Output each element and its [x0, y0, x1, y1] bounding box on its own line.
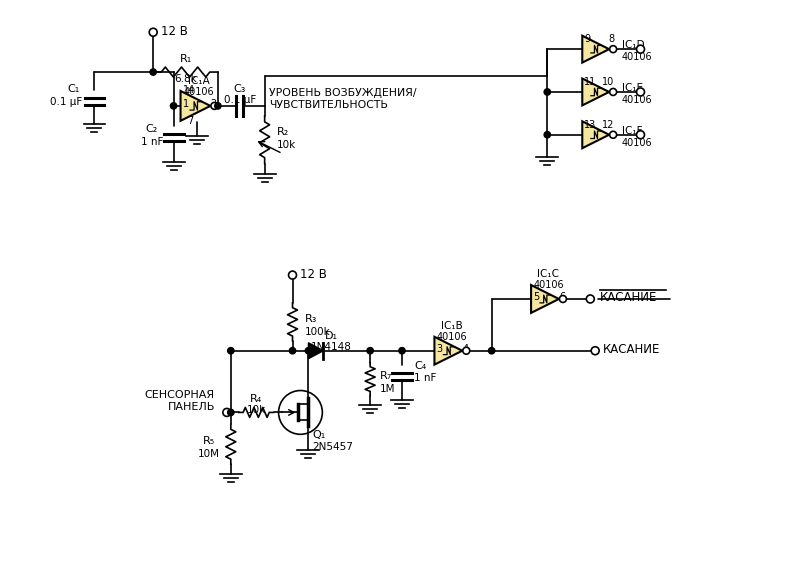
Text: IC₁D: IC₁D: [622, 40, 644, 50]
Text: 5: 5: [533, 292, 539, 302]
Polygon shape: [582, 36, 609, 62]
Text: 40106: 40106: [622, 95, 652, 105]
Text: 40106: 40106: [533, 280, 564, 290]
Text: IC₁C: IC₁C: [538, 269, 559, 279]
Circle shape: [367, 347, 374, 354]
Text: 12 В: 12 В: [301, 268, 327, 280]
Text: ЧУВСТВИТЕЛЬНОСТЬ: ЧУВСТВИТЕЛЬНОСТЬ: [269, 100, 387, 110]
Text: C₄: C₄: [414, 361, 426, 371]
Circle shape: [150, 28, 157, 36]
Text: R₄: R₄: [250, 395, 262, 405]
Circle shape: [544, 89, 550, 95]
Polygon shape: [309, 343, 323, 359]
Text: R₅: R₅: [203, 436, 215, 446]
Text: 13: 13: [584, 120, 597, 130]
Text: R₂: R₂: [277, 127, 289, 137]
Text: 9: 9: [584, 34, 590, 44]
Circle shape: [489, 347, 495, 354]
Text: R₇: R₇: [380, 371, 392, 381]
Circle shape: [223, 409, 231, 416]
Circle shape: [290, 347, 296, 354]
Text: D₁: D₁: [325, 331, 338, 341]
Text: 6: 6: [559, 292, 566, 302]
Circle shape: [559, 296, 566, 303]
Circle shape: [170, 103, 177, 109]
Text: 40106: 40106: [622, 138, 652, 147]
Circle shape: [586, 295, 594, 303]
Text: C₁: C₁: [67, 84, 80, 94]
Polygon shape: [531, 285, 559, 313]
Text: 1N4148: 1N4148: [311, 342, 352, 352]
Circle shape: [637, 88, 645, 96]
Text: 1 nF: 1 nF: [141, 136, 163, 147]
Circle shape: [214, 103, 221, 109]
Polygon shape: [582, 121, 609, 148]
Circle shape: [399, 347, 405, 354]
Text: 10M: 10M: [198, 449, 220, 459]
Text: 40106: 40106: [437, 332, 467, 342]
Text: 10: 10: [602, 77, 614, 87]
Circle shape: [228, 347, 234, 354]
Text: 3: 3: [437, 344, 442, 354]
Text: 0.1 μF: 0.1 μF: [50, 97, 82, 107]
Text: 2: 2: [210, 99, 217, 109]
Text: 8: 8: [609, 34, 614, 44]
Text: Q₁: Q₁: [313, 430, 326, 440]
Circle shape: [462, 347, 470, 354]
Text: C₂: C₂: [146, 124, 158, 134]
Text: 11: 11: [584, 77, 597, 87]
Text: КАСАНИЕ: КАСАНИЕ: [600, 292, 658, 304]
Text: C₃: C₃: [234, 84, 246, 94]
Polygon shape: [582, 79, 609, 106]
Text: 0.1 μF: 0.1 μF: [224, 95, 256, 105]
Circle shape: [211, 103, 218, 110]
Text: 1 nF: 1 nF: [414, 373, 436, 382]
Text: IC₁A: IC₁A: [188, 76, 210, 86]
Text: ПАНЕЛЬ: ПАНЕЛЬ: [167, 402, 215, 412]
Circle shape: [637, 45, 645, 53]
Text: 40106: 40106: [622, 52, 652, 62]
Circle shape: [610, 45, 617, 52]
Text: R₃: R₃: [305, 314, 317, 324]
Circle shape: [544, 132, 550, 138]
Text: 10k: 10k: [277, 140, 296, 150]
Text: 14: 14: [182, 85, 194, 95]
Circle shape: [610, 131, 617, 138]
Text: 12 В: 12 В: [161, 24, 188, 38]
Text: СЕНСОРНАЯ: СЕНСОРНАЯ: [145, 391, 215, 401]
Text: 1M: 1M: [380, 384, 395, 394]
Text: IC₁E: IC₁E: [622, 83, 642, 93]
Polygon shape: [434, 337, 462, 364]
Text: 12: 12: [602, 120, 614, 130]
Text: 100k: 100k: [305, 327, 330, 337]
Text: 6.8k: 6.8k: [174, 74, 197, 84]
Text: R₁: R₁: [179, 54, 192, 64]
Text: 1: 1: [182, 99, 189, 109]
Text: 4: 4: [462, 344, 469, 354]
Circle shape: [306, 347, 312, 354]
Circle shape: [591, 347, 599, 354]
Text: УРОВЕНЬ ВОЗБУЖДЕНИЯ/: УРОВЕНЬ ВОЗБУЖДЕНИЯ/: [269, 88, 416, 98]
Circle shape: [289, 271, 297, 279]
Text: КАСАНИЕ: КАСАНИЕ: [603, 343, 661, 356]
Circle shape: [150, 69, 156, 75]
Polygon shape: [181, 91, 210, 121]
Circle shape: [228, 409, 234, 416]
Text: IC₁B: IC₁B: [441, 321, 462, 331]
Text: 2N5457: 2N5457: [313, 442, 354, 452]
Circle shape: [610, 89, 617, 96]
Text: 10k: 10k: [246, 405, 266, 416]
Text: IC₁F: IC₁F: [622, 126, 642, 136]
Text: 40106: 40106: [184, 87, 214, 97]
Circle shape: [278, 391, 322, 434]
Text: 7: 7: [187, 117, 194, 127]
Circle shape: [637, 131, 645, 139]
